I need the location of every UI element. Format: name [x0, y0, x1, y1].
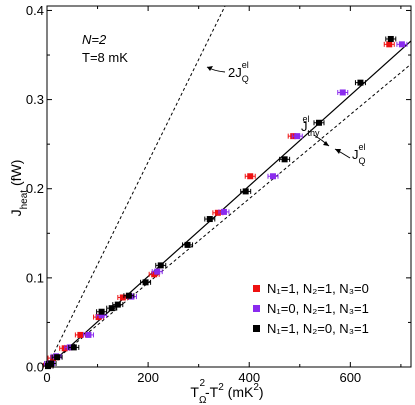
- svg-text:JQel: JQel: [352, 142, 366, 166]
- y-tick-label: 0.1: [26, 270, 44, 285]
- data-point-series-3: [155, 262, 167, 269]
- y-tick-label: 0.0: [26, 360, 44, 375]
- label-jq: JQel: [334, 142, 366, 166]
- data-point-series-3: [354, 79, 366, 86]
- legend-marker: [253, 305, 260, 312]
- svg-text:Jthyel: Jthyel: [301, 114, 320, 138]
- plot-area: [46, 5, 412, 368]
- label-2jq: 2JQel: [206, 60, 249, 84]
- y-tick-label: 0.4: [26, 3, 44, 18]
- y-tick-label: 0.2: [26, 181, 44, 196]
- data-point-series-2: [82, 331, 94, 338]
- data-point-series-2: [151, 268, 163, 275]
- y-tick-label: 0.3: [26, 92, 44, 107]
- data-point-series-3: [204, 216, 216, 223]
- legend-marker: [253, 325, 260, 332]
- x-tick-label: 400: [238, 370, 260, 385]
- legend-marker: [253, 285, 260, 292]
- lines-layer: [47, 6, 411, 367]
- data-point-series-3: [112, 301, 124, 308]
- data-point-series-2: [267, 173, 279, 180]
- points-layer: [42, 35, 408, 370]
- legend: N₁=1, N₂=1, N₃=0 N₁=0, N₂=1, N₃=1 N₁=1, N₂…: [253, 281, 369, 336]
- x-axis-label: TΩ2-T2 (mK2): [190, 378, 263, 405]
- x-tick-label: 600: [339, 370, 361, 385]
- svg-text:2JQel: 2JQel: [228, 60, 249, 84]
- line-jthy: [47, 40, 411, 367]
- data-point-series-2: [218, 208, 230, 215]
- data-point-series-3: [313, 119, 325, 126]
- data-point-series-1: [244, 173, 256, 180]
- legend-label: N₁=1, N₂=1, N₃=0: [267, 281, 369, 296]
- data-point-series-2: [396, 41, 408, 48]
- data-point-series-3: [182, 241, 194, 248]
- data-point-series-3: [240, 188, 252, 195]
- annotation-t: T=8 mK: [82, 50, 128, 65]
- data-point-series-3: [279, 156, 291, 163]
- x-tick-label: 200: [137, 370, 159, 385]
- ticks-layer: 0 200 400 600 0.0 0.1 0.2 0.3 0.4: [26, 3, 411, 385]
- data-point-series-3: [68, 344, 80, 351]
- data-point-series-3: [123, 292, 135, 299]
- data-point-series-3: [45, 360, 57, 367]
- x-tick-label: 0: [43, 370, 50, 385]
- data-point-series-2: [337, 89, 349, 96]
- data-point-series-2: [291, 133, 303, 140]
- data-point-series-3: [385, 35, 397, 42]
- data-point-series-3: [140, 279, 152, 286]
- legend-label: N₁=0, N₂=1, N₃=1: [267, 301, 369, 316]
- data-point-series-3: [51, 354, 63, 361]
- annotation-n: N=2: [82, 32, 107, 47]
- line-jq: [47, 63, 411, 367]
- data-point-series-1: [383, 41, 395, 48]
- legend-label: N₁=1, N₂=0, N₃=1: [267, 321, 369, 336]
- data-point-series-3: [96, 308, 108, 315]
